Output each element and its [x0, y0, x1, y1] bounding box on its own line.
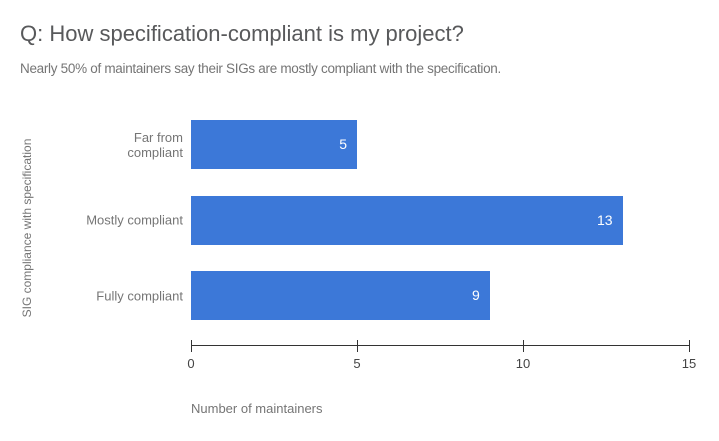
x-tick-label: 10 [515, 356, 531, 371]
plot-area: 5 13 9 [191, 107, 689, 345]
bar: 13 [191, 195, 623, 245]
category-label: Fully compliant [96, 288, 183, 303]
bar-value-label: 13 [597, 211, 613, 228]
y-axis-title: SIG compliance with specification [20, 138, 34, 318]
bar-value-label: 5 [339, 136, 347, 152]
x-tick-mark [523, 340, 524, 352]
x-tick-label: 0 [187, 356, 195, 371]
x-tick-label: 15 [681, 356, 697, 371]
category-label: Far from compliant [127, 129, 183, 160]
x-tick-mark [357, 340, 358, 352]
chart-subtitle: Nearly 50% of maintainers say their SIGs… [20, 61, 501, 76]
chart-title: Q: How specification-compliant is my pro… [20, 21, 464, 46]
bar-value-label: 9 [472, 287, 480, 303]
x-tick-label: 5 [353, 356, 361, 371]
category-label: Mostly compliant [86, 212, 183, 228]
bar: 5 [191, 120, 357, 169]
x-tick-mark [191, 340, 192, 352]
x-axis-line [191, 345, 689, 346]
x-tick-mark [689, 340, 690, 352]
x-axis-title: Number of maintainers [191, 401, 323, 416]
bar: 9 [191, 271, 490, 320]
